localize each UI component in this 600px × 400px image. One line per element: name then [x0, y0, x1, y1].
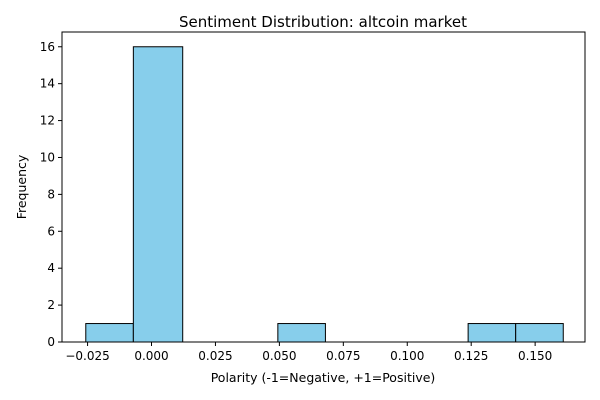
x-tick-label: 0.125 — [454, 349, 488, 363]
y-tick-label: 4 — [47, 261, 55, 275]
histogram-bar — [277, 323, 326, 343]
x-axis-ticks: −0.025 0.000 0.025 0.050 0.075 0.100 0.125 0.15… — [65, 342, 552, 363]
chart-title: Sentiment Distribution: altcoin market — [179, 13, 467, 31]
y-axis-label: Frequency — [14, 154, 29, 219]
x-tick-label: 0.025 — [198, 349, 232, 363]
plot-frame — [61, 31, 586, 343]
y-tick-label: 10 — [40, 150, 55, 164]
x-tick-label: 0.075 — [326, 349, 360, 363]
x-tick-label: −0.025 — [65, 349, 109, 363]
histogram-bar — [515, 323, 564, 343]
bars-layer — [85, 46, 564, 343]
y-tick-label: 6 — [47, 224, 55, 238]
x-tick-label: 0.100 — [390, 349, 424, 363]
y-tick-label: 12 — [40, 114, 55, 128]
x-tick-label: 0.050 — [262, 349, 296, 363]
x-tick-label: 0.000 — [134, 349, 168, 363]
histogram-bar — [132, 46, 184, 343]
x-tick-label: 0.150 — [518, 349, 552, 363]
histogram-bar — [85, 323, 134, 343]
y-tick-label: 2 — [47, 298, 55, 312]
y-tick-label: 0 — [47, 335, 55, 349]
y-tick-label: 14 — [40, 77, 55, 91]
histogram-bar — [467, 323, 517, 343]
x-axis-label: Polarity (-1=Negative, +1=Positive) — [211, 370, 436, 385]
y-axis-ticks: 0 2 4 6 8 10 12 14 16 — [40, 40, 62, 349]
y-tick-label: 8 — [47, 187, 55, 201]
y-tick-label: 16 — [40, 40, 55, 54]
